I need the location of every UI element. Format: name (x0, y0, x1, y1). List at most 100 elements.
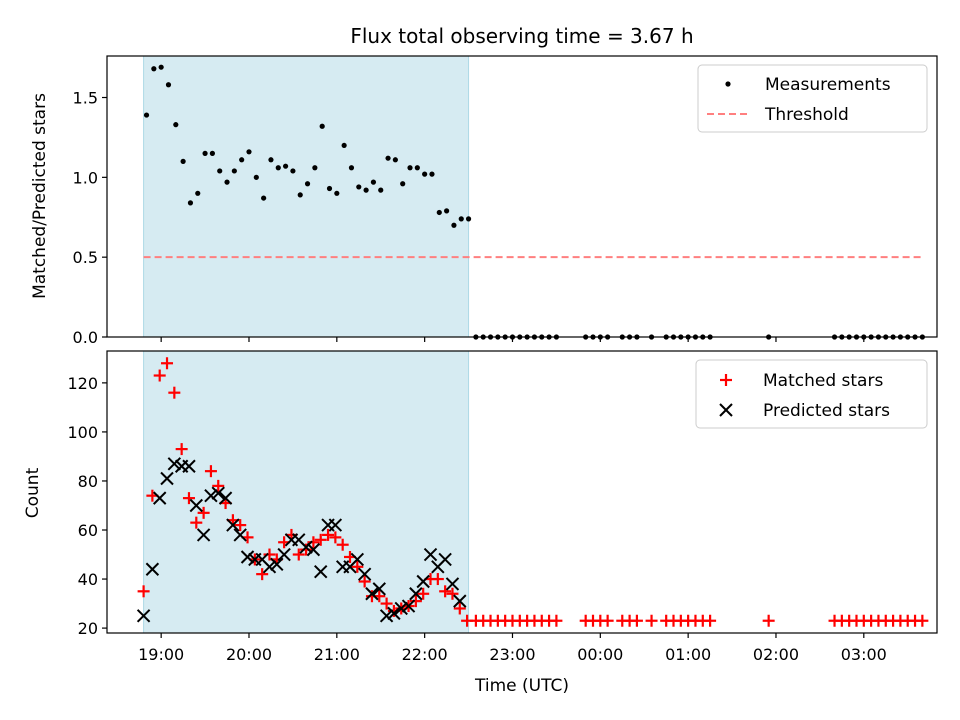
measurement-point (422, 171, 428, 177)
bottom-xtick-label: 23:00 (489, 645, 535, 664)
matched-star-point (307, 536, 320, 549)
bottom-xtick-label: 21:00 (314, 645, 360, 664)
measurement-point (202, 150, 208, 156)
measurement-point (312, 165, 318, 171)
matched-star-point (358, 575, 371, 588)
predicted-star-point (299, 540, 313, 554)
matched-star-point (204, 465, 217, 478)
measurement-point (429, 171, 435, 177)
matched-star-point (300, 543, 313, 556)
bottom-ytick-label: 120 (67, 374, 98, 393)
measurement-point (436, 209, 442, 216)
predicted-star-point (167, 457, 182, 471)
predicted-star-point (145, 562, 160, 576)
predicted-star-point (350, 552, 365, 567)
measurement-point (363, 187, 369, 193)
matched-star-point (704, 614, 717, 627)
top-ytick-label: 0.0 (73, 328, 98, 347)
matched-star-point (417, 587, 430, 600)
measurement-point (297, 192, 303, 198)
measurement-point (392, 157, 398, 163)
predicted-star-point (357, 567, 372, 581)
bottom-ytick-label: 60 (78, 521, 98, 540)
predicted-star-point (226, 518, 240, 532)
matched-star-point (550, 614, 563, 627)
matched-star-point (601, 614, 614, 627)
legend-matched-label: Matched stars (763, 371, 883, 391)
measurement-point (304, 181, 311, 187)
matched-star-point (916, 614, 929, 627)
top-axes: 0.0 0.5 1.0 1.5 Matched/Predicted stars Mea… (30, 55, 938, 347)
measurement-point (275, 165, 281, 171)
bottom-ytick-label: 20 (78, 619, 98, 638)
measurement-point (378, 187, 384, 193)
measurement-point (224, 179, 230, 185)
measurement-point (173, 122, 179, 128)
legend-measurements-marker (725, 81, 731, 87)
measurement-point (282, 163, 289, 169)
legend-measurements-label: Measurements (765, 75, 891, 95)
bottom-ytick-label: 80 (78, 472, 98, 491)
legend-predicted-label: Predicted stars (763, 401, 890, 421)
top-legend-box (697, 64, 928, 133)
top-axes-frame (106, 55, 938, 338)
predicted-star-point (189, 498, 204, 513)
matched-star-point (292, 548, 305, 561)
measurement-point (451, 222, 457, 228)
matched-star-point (630, 614, 643, 627)
measurement-point (231, 168, 237, 174)
matched-star-point (351, 560, 364, 573)
measurement-point (217, 168, 223, 174)
predicted-star-point (379, 609, 394, 623)
predicted-star-point (204, 488, 218, 503)
matched-star-point (197, 506, 210, 519)
predicted-star-point (453, 594, 467, 608)
bottom-axes-frame (106, 350, 938, 634)
matched-star-point (137, 585, 150, 598)
matched-star-point (212, 479, 225, 492)
bottom-xlabel: Time (UTC) (474, 676, 569, 696)
predicted-star-point (445, 577, 460, 591)
measurement-point (400, 181, 406, 187)
measurement-point (465, 216, 472, 222)
measurement-point (348, 165, 355, 171)
matched-star-point (190, 516, 203, 529)
predicted-star-point (277, 547, 291, 562)
measurement-point (246, 149, 252, 155)
bottom-xtick-label: 02:00 (753, 645, 799, 664)
matched-star-point (161, 357, 174, 370)
bottom-observing-span (143, 350, 470, 634)
predicted-star-point (387, 606, 401, 621)
predicted-star-point (394, 601, 408, 616)
measurement-point (209, 150, 215, 156)
bottom-xtick-label: 20:00 (226, 645, 272, 664)
measurement-point (151, 66, 157, 72)
matched-star-point (762, 614, 775, 627)
matched-star-point (175, 443, 188, 456)
bottom-axes: 20 40 60 80 100 120 19:00 20:00 21:00 22:00 23:00… (23, 350, 938, 696)
measurement-point (385, 155, 391, 161)
predicted-star-point (306, 542, 321, 557)
measurement-point (444, 208, 450, 214)
measurement-point (158, 64, 164, 70)
predicted-star-point (218, 491, 233, 505)
measurement-point (319, 123, 325, 129)
chart-title: Flux total observing time = 3.67 h (350, 24, 693, 48)
predicted-star-point (136, 609, 151, 623)
matched-star-point (234, 519, 247, 532)
bottom-legend-box (695, 359, 928, 429)
top-ytick-label: 1.5 (73, 89, 98, 108)
matched-star-point (453, 602, 466, 615)
measurement-point (458, 216, 464, 222)
predicted-star-point (262, 560, 277, 574)
matched-star-point (409, 595, 422, 608)
matched-star-point (446, 587, 459, 600)
predicted-star-point (328, 518, 343, 532)
legend-threshold-label: Threshold (764, 105, 849, 125)
predicted-star-point (314, 564, 328, 579)
bottom-ylabel: Count (23, 467, 43, 518)
predicted-star-point (423, 547, 438, 562)
top-ytick-label: 1.0 (73, 168, 98, 187)
bottom-xtick-label: 19:00 (138, 645, 184, 664)
